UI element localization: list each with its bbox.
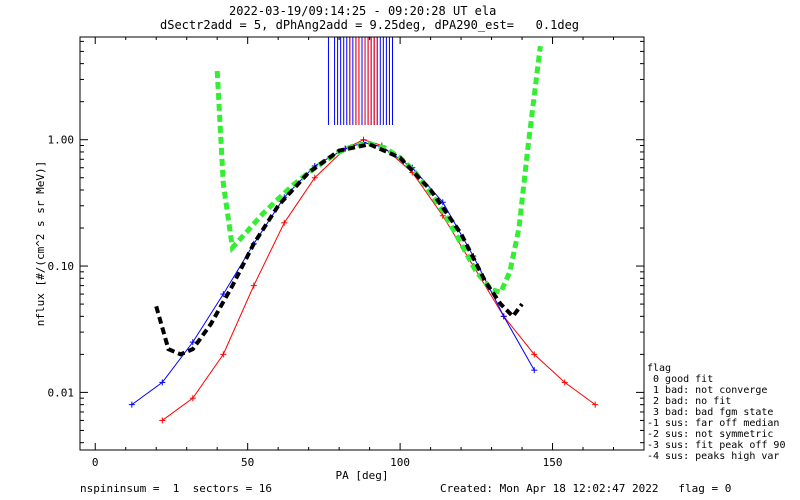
series-line-blue [131,142,535,406]
x-tick-label-1: 50 [241,456,254,469]
legend-title: flag [647,363,672,374]
plot-frame [79,36,645,451]
series-point-red-1 [189,395,196,402]
y-tick-label-0: 0.01 [48,386,75,399]
series-point-red-0 [159,417,166,424]
y-axis-label: nflux [#/(cm^2 s sr MeV)] [34,161,47,327]
y-tick-label-2: 1.00 [48,134,75,147]
series-point-blue-3 [220,291,227,298]
series-point-blue-1 [159,379,166,386]
chart-title-line2: dSectr2add = 5, dPhAng2add = 9.25deg, dP… [160,18,580,32]
y-tick-label-1: 0.10 [48,260,75,273]
x-tick-label-3: 150 [543,456,563,469]
series-point-red-2 [220,351,227,358]
x-axis-label: PA [deg] [336,469,389,482]
series-point-blue-0 [128,401,135,408]
x-tick-label-2: 100 [390,456,410,469]
axes: 0 50 100 150 0.01 0.10 1.00 PA [deg] nflux [#/(c… [34,37,644,482]
chart-title-line1: 2022-03-19/09:14:25 - 09:20:28 UT ela [229,4,497,18]
footer-right: Created: Mon Apr 18 12:02:47 2022 flag =… [440,482,732,495]
x-tick-label-0: 0 [92,456,99,469]
legend-item-0: 0 good fit [647,374,714,385]
series-point-red-4 [281,219,288,226]
legend-item-3: 3 bad: bad fgm state [647,407,774,418]
legend-item-2: 2 bad: no fit [647,396,732,407]
series-point-red-5 [311,174,318,181]
series-point-red-10 [439,212,446,219]
legend-item-6: -3 sus: fit peak off 90 [647,440,786,451]
fit-curve-black [154,142,524,357]
series-point-red-14 [561,379,568,386]
legend-item-7: -4 sus: peaks high var [647,451,780,462]
legend-item-5: -2 sus: not symmetric [647,429,774,440]
series-point-blue-13 [500,313,507,320]
footer-left: nspininsum = 1 sectors = 16 [80,482,273,495]
data-curves [128,136,599,424]
series-point-red-15 [592,401,599,408]
series-point-red-3 [250,282,257,289]
series-point-red-13 [531,351,538,358]
fit-curves [154,45,543,357]
legend-item-4: -1 sus: far off median [647,418,780,429]
legend-item-1: 1 bad: not converge [647,385,768,396]
peak-vertical-lines [327,37,393,125]
fit-curve-green [214,45,543,296]
series-line-red [162,139,596,421]
series-point-blue-14 [531,367,538,374]
series-point-blue-2 [189,339,196,346]
